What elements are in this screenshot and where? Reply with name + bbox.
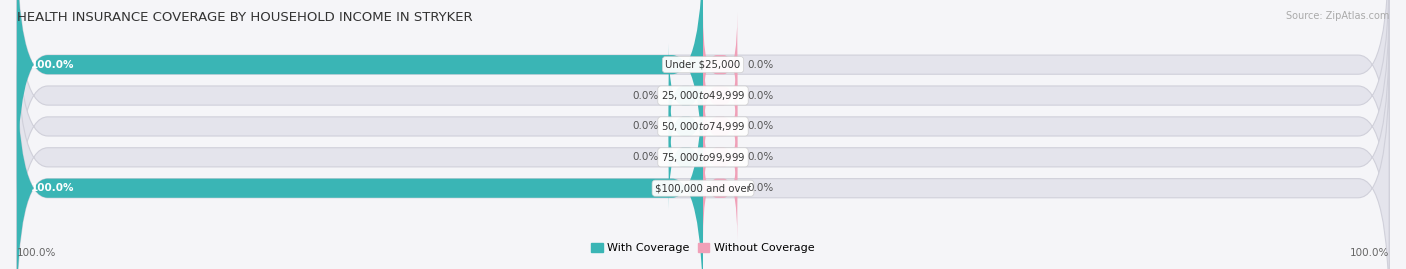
Text: 0.0%: 0.0% bbox=[748, 60, 773, 70]
FancyBboxPatch shape bbox=[703, 105, 737, 210]
Text: 0.0%: 0.0% bbox=[748, 91, 773, 101]
Text: HEALTH INSURANCE COVERAGE BY HOUSEHOLD INCOME IN STRYKER: HEALTH INSURANCE COVERAGE BY HOUSEHOLD I… bbox=[17, 11, 472, 24]
FancyBboxPatch shape bbox=[703, 74, 737, 179]
FancyBboxPatch shape bbox=[17, 0, 1389, 225]
Text: Under $25,000: Under $25,000 bbox=[665, 60, 741, 70]
FancyBboxPatch shape bbox=[17, 59, 703, 269]
Text: 0.0%: 0.0% bbox=[748, 152, 773, 162]
FancyBboxPatch shape bbox=[17, 0, 1389, 256]
Text: $25,000 to $49,999: $25,000 to $49,999 bbox=[661, 89, 745, 102]
FancyBboxPatch shape bbox=[703, 136, 737, 240]
Text: 100.0%: 100.0% bbox=[17, 248, 56, 258]
Text: Source: ZipAtlas.com: Source: ZipAtlas.com bbox=[1285, 11, 1389, 21]
FancyBboxPatch shape bbox=[669, 105, 703, 210]
FancyBboxPatch shape bbox=[669, 74, 703, 179]
Text: 0.0%: 0.0% bbox=[633, 121, 658, 132]
FancyBboxPatch shape bbox=[17, 59, 1389, 269]
Text: $50,000 to $74,999: $50,000 to $74,999 bbox=[661, 120, 745, 133]
Text: 0.0%: 0.0% bbox=[633, 91, 658, 101]
Text: 0.0%: 0.0% bbox=[748, 121, 773, 132]
Text: $100,000 and over: $100,000 and over bbox=[655, 183, 751, 193]
FancyBboxPatch shape bbox=[17, 0, 703, 194]
FancyBboxPatch shape bbox=[17, 28, 1389, 269]
FancyBboxPatch shape bbox=[17, 0, 1389, 194]
Text: 100.0%: 100.0% bbox=[31, 60, 75, 70]
Text: 0.0%: 0.0% bbox=[748, 183, 773, 193]
Text: $75,000 to $99,999: $75,000 to $99,999 bbox=[661, 151, 745, 164]
FancyBboxPatch shape bbox=[669, 43, 703, 148]
Text: 0.0%: 0.0% bbox=[633, 152, 658, 162]
Legend: With Coverage, Without Coverage: With Coverage, Without Coverage bbox=[588, 238, 818, 258]
FancyBboxPatch shape bbox=[703, 12, 737, 117]
Text: 100.0%: 100.0% bbox=[1350, 248, 1389, 258]
Text: 100.0%: 100.0% bbox=[31, 183, 75, 193]
FancyBboxPatch shape bbox=[703, 43, 737, 148]
